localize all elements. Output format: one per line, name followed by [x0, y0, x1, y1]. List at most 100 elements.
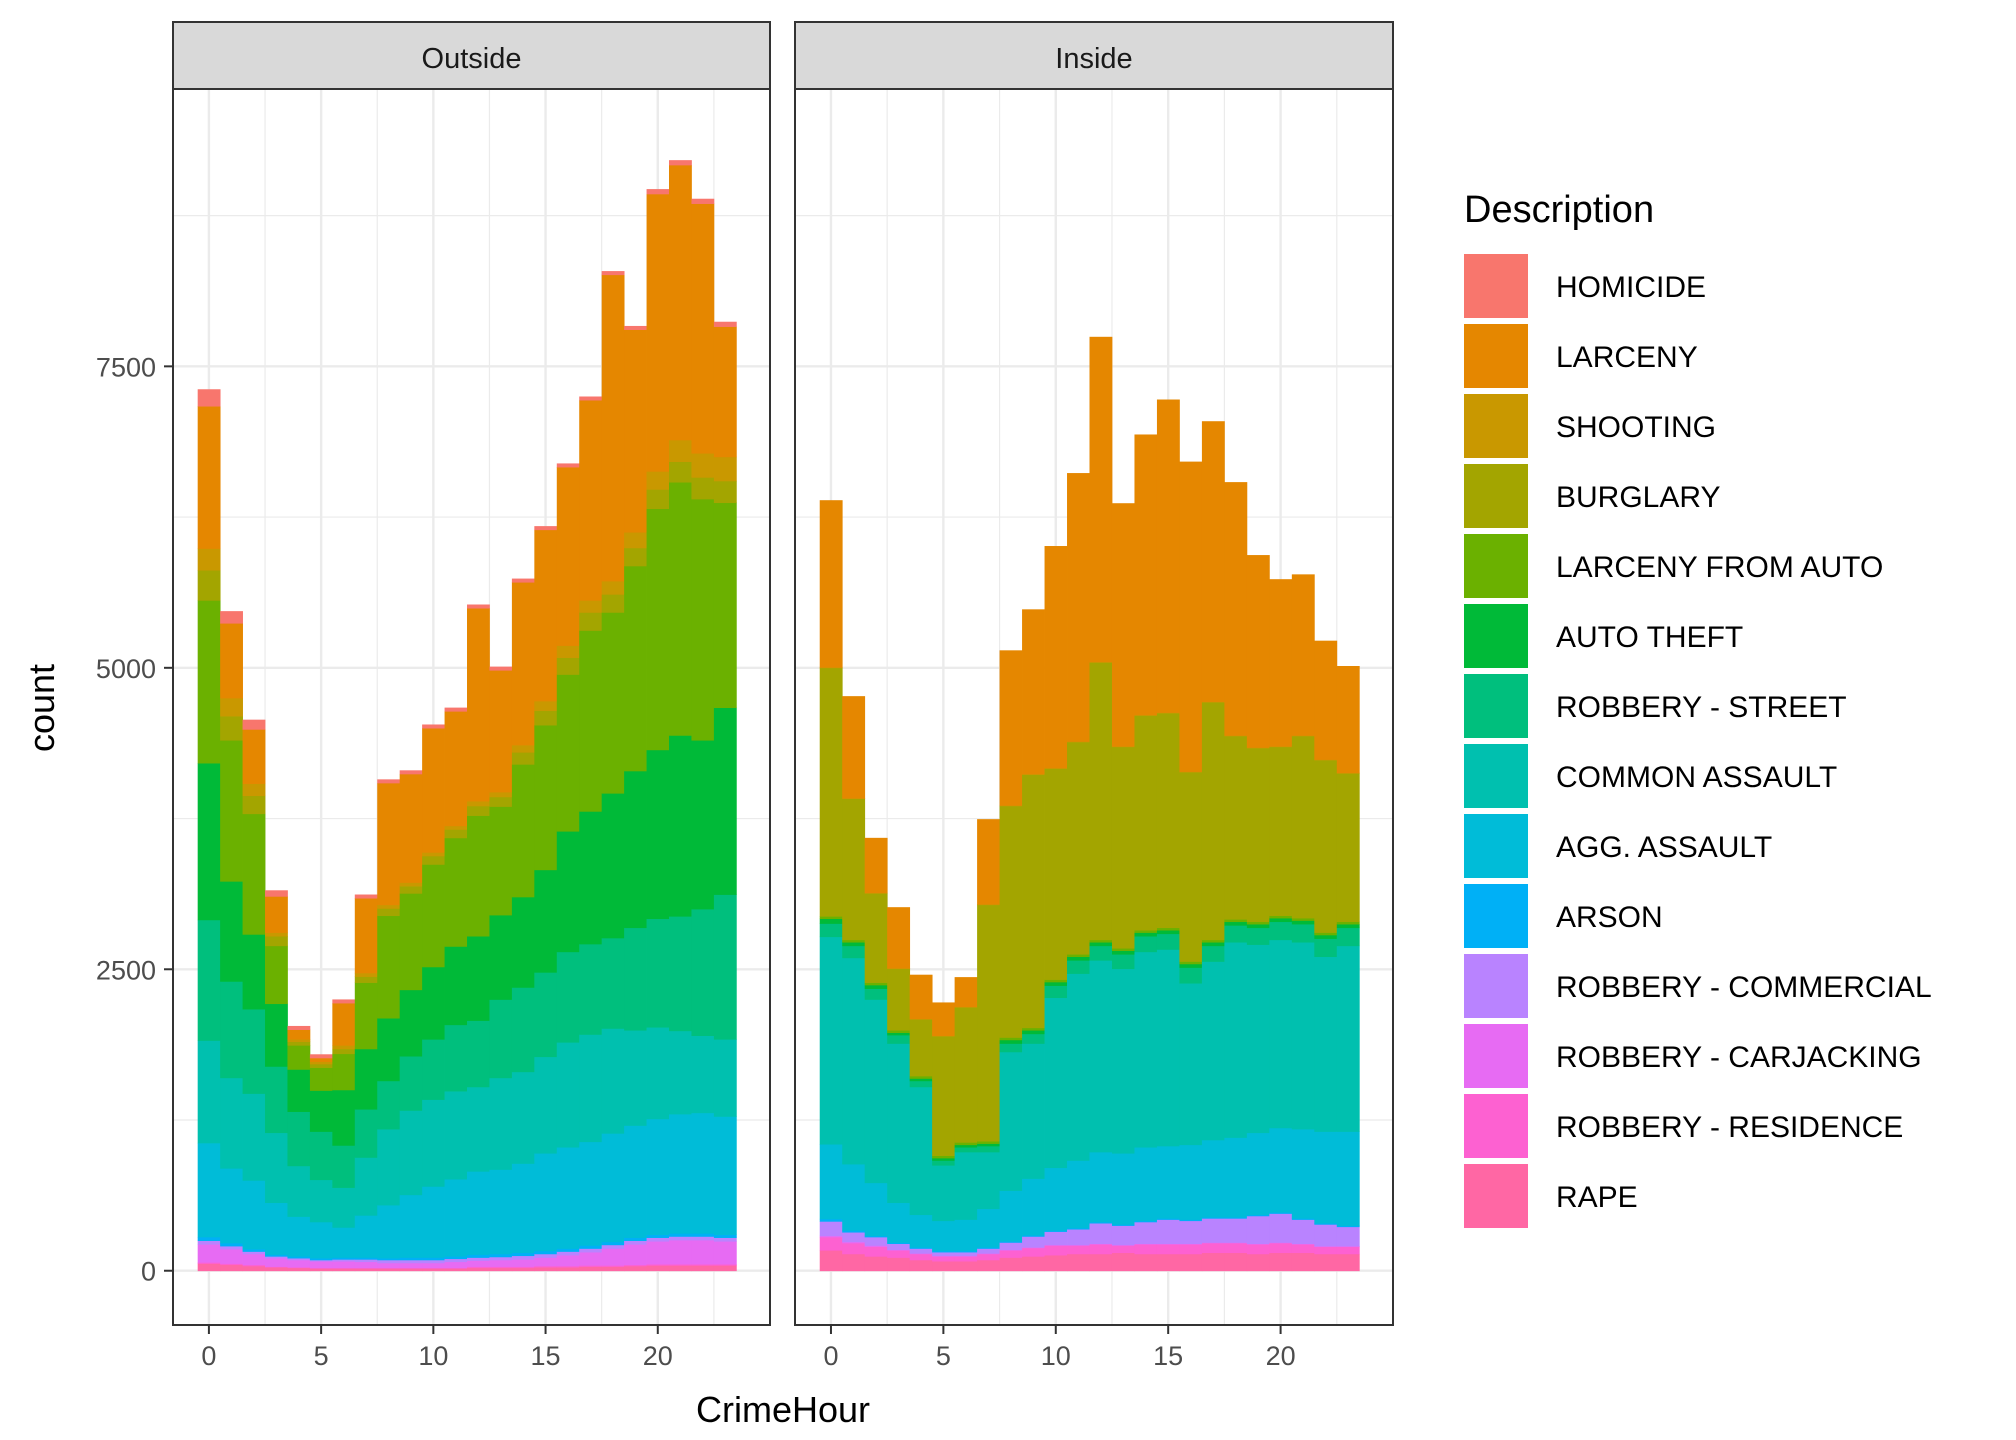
bar-segment-agg-assault — [819, 1144, 843, 1220]
bar-segment-shooting — [1044, 767, 1068, 769]
bar-segment-rape — [1291, 1252, 1315, 1272]
bar-segment-homicide — [399, 770, 423, 775]
bar-segment-robbery-street — [601, 937, 625, 1029]
bar-segment-shooting — [309, 1061, 333, 1065]
bar-segment-larceny — [332, 1003, 356, 1046]
bar-segment-arson — [265, 1254, 288, 1257]
bar-segment-larceny — [909, 974, 933, 1020]
bar-segment-robbery-commercial — [954, 1252, 978, 1257]
legend-label: LARCENY FROM AUTO — [1556, 551, 1883, 584]
bar-segment-larceny-from-auto — [954, 1142, 978, 1146]
bar-segment-robbery-commercial — [1022, 1236, 1045, 1248]
bar-segment-burglary — [197, 570, 221, 601]
bar-segment-auto-theft — [489, 915, 513, 1000]
bar-segment-arson — [399, 1257, 423, 1261]
bar-segment-arson — [601, 1241, 625, 1246]
legend-label: AGG. ASSAULT — [1556, 831, 1772, 864]
bar-segment-robbery-residence — [1022, 1247, 1045, 1257]
bar-segment-rape — [1067, 1253, 1090, 1272]
bar-segment-robbery-street — [556, 951, 580, 1043]
bar-segment-larceny-from-auto — [467, 815, 490, 937]
bar-segment-burglary — [220, 716, 243, 741]
bar-segment-larceny-from-auto — [332, 1053, 356, 1091]
y-tick-label: 7500 — [96, 352, 156, 382]
bar-segment-larceny-from-auto — [624, 565, 647, 772]
bar-segment-common-assault — [1336, 945, 1360, 1132]
bar-segment-auto-theft — [954, 1144, 978, 1148]
bar-segment-burglary — [422, 855, 445, 865]
bar-segment-robbery-carjacking — [556, 1255, 580, 1267]
bar-segment-common-assault — [1314, 956, 1338, 1132]
bar-segment-robbery-carjacking — [422, 1262, 445, 1269]
bar-segment-shooting — [691, 453, 715, 478]
bar-segment-auto-theft — [1336, 924, 1360, 929]
bar-segment-robbery-commercial — [354, 1259, 378, 1263]
bar-segment-robbery-street — [669, 916, 692, 1032]
bar-segment-burglary — [1156, 713, 1180, 929]
bar-segment-robbery-carjacking — [624, 1244, 647, 1266]
bar-segment-robbery-residence — [909, 1253, 933, 1261]
bar-segment-agg-assault — [242, 1180, 266, 1250]
bar-segment-agg-assault — [197, 1142, 221, 1238]
bar-segment-robbery-residence — [534, 1265, 558, 1268]
bar-segment-agg-assault — [1134, 1147, 1158, 1222]
bar-segment-robbery-residence — [1291, 1244, 1315, 1254]
bar-segment-larceny — [1179, 461, 1203, 772]
bar-segment-robbery-commercial — [1336, 1226, 1360, 1247]
bar-segment-robbery-carjacking — [287, 1259, 311, 1268]
bar-segment-shooting — [713, 456, 737, 482]
bar-segment-common-assault — [332, 1187, 356, 1228]
bar-segment-larceny-from-auto — [1336, 921, 1360, 925]
bar-segment-auto-theft — [467, 936, 490, 1021]
bar-segment-rape — [556, 1267, 580, 1272]
bar-segment-shooting — [1269, 746, 1293, 748]
bar-segment-auto-theft — [332, 1089, 356, 1146]
bar-segment-arson — [669, 1233, 692, 1237]
bar-segment-larceny — [1067, 473, 1090, 742]
bar-segment-robbery-residence — [624, 1264, 647, 1267]
bar-segment-arson — [954, 1250, 978, 1253]
bar-segment-larceny-from-auto — [197, 600, 221, 764]
bar-segment-robbery-residence — [1067, 1245, 1090, 1255]
bar-segment-robbery-street — [377, 1080, 401, 1130]
bar-segment-agg-assault — [1067, 1160, 1090, 1229]
bar-segment-robbery-carjacking — [354, 1261, 378, 1269]
bar-segment-larceny-from-auto — [1224, 919, 1248, 923]
legend-label: COMMON ASSAULT — [1556, 761, 1837, 794]
bar-segment-auto-theft — [556, 831, 580, 953]
bar-segment-arson — [354, 1257, 378, 1260]
bar-segment-robbery-residence — [601, 1265, 625, 1267]
bar-segment-auto-theft — [1224, 921, 1248, 926]
bar-segment-arson — [444, 1256, 468, 1260]
bar-segment-rape — [842, 1253, 866, 1272]
legend-items: HOMICIDE LARCENY SHOOTING BURGLARY LARCENY F… — [1464, 254, 1932, 1228]
legend-label: LARCENY — [1556, 341, 1698, 374]
bar-segment-arson — [1201, 1217, 1225, 1219]
bar-segment-burglary — [1291, 735, 1315, 919]
bar-segment-larceny — [220, 623, 243, 699]
bar-segment-robbery-commercial — [399, 1259, 423, 1264]
bar-segment-larceny-from-auto — [864, 982, 888, 986]
bar-segment-robbery-commercial — [864, 1236, 888, 1246]
bar-segment-agg-assault — [399, 1194, 423, 1258]
bar-segment-arson — [220, 1243, 243, 1247]
bar-segment-robbery-carjacking — [1111, 1244, 1135, 1246]
bar-segment-larceny — [1134, 434, 1158, 716]
bar-segment-robbery-street — [909, 1080, 933, 1088]
bar-segment-shooting — [909, 1018, 933, 1020]
bar-segment-auto-theft — [377, 1018, 401, 1082]
strip-label-outside: Outside — [422, 43, 522, 75]
bar-segment-robbery-commercial — [444, 1258, 468, 1263]
bar-segment-shooting — [1291, 735, 1315, 737]
x-tick-label: 5 — [936, 1341, 951, 1371]
bar-segment-rape — [999, 1257, 1023, 1272]
bar-segment-agg-assault — [1156, 1145, 1180, 1219]
bar-segment-larceny-from-auto — [1201, 939, 1225, 943]
bar-segment-robbery-commercial — [1269, 1213, 1293, 1243]
bar-segment-robbery-street — [887, 1034, 911, 1044]
bar-segment-burglary — [444, 829, 468, 839]
bar-segment-robbery-residence — [1224, 1243, 1248, 1254]
bars-outside — [197, 160, 737, 1272]
strip-background-outside — [172, 21, 771, 90]
bar-segment-larceny-from-auto — [932, 1155, 956, 1159]
